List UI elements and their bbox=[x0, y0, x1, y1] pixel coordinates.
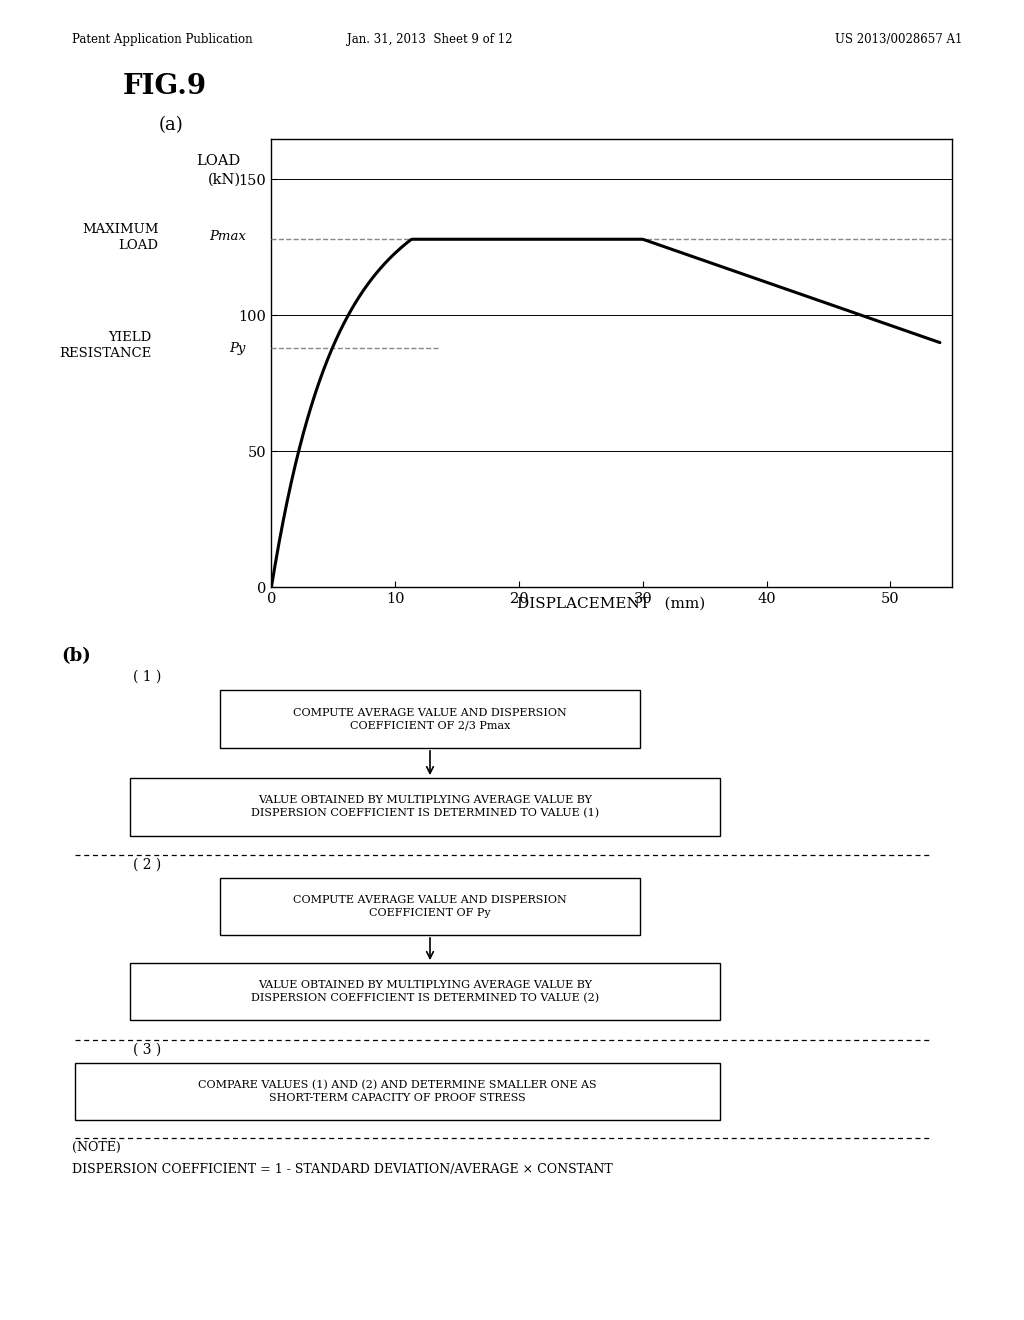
Text: MAXIMUM
LOAD: MAXIMUM LOAD bbox=[82, 223, 159, 252]
Text: (kN): (kN) bbox=[208, 173, 241, 187]
Text: YIELD
RESISTANCE: YIELD RESISTANCE bbox=[59, 331, 152, 360]
Text: (a): (a) bbox=[159, 116, 183, 135]
Text: Jan. 31, 2013  Sheet 9 of 12: Jan. 31, 2013 Sheet 9 of 12 bbox=[347, 33, 513, 46]
Text: FIG.9: FIG.9 bbox=[123, 73, 207, 99]
Text: Pmax: Pmax bbox=[209, 230, 246, 243]
Text: US 2013/0028657 A1: US 2013/0028657 A1 bbox=[836, 33, 963, 46]
Text: (NOTE): (NOTE) bbox=[72, 1140, 121, 1154]
Text: DISPLACEMENT   (mm): DISPLACEMENT (mm) bbox=[517, 597, 706, 611]
Text: VALUE OBTAINED BY MULTIPLYING AVERAGE VALUE BY
DISPERSION COEFFICIENT IS DETERMI: VALUE OBTAINED BY MULTIPLYING AVERAGE VA… bbox=[251, 796, 599, 818]
Text: COMPUTE AVERAGE VALUE AND DISPERSION
COEFFICIENT OF Py: COMPUTE AVERAGE VALUE AND DISPERSION COE… bbox=[293, 895, 567, 917]
Text: ( 1 ): ( 1 ) bbox=[133, 671, 162, 684]
Text: Patent Application Publication: Patent Application Publication bbox=[72, 33, 252, 46]
Text: (b): (b) bbox=[61, 647, 91, 665]
Text: Py: Py bbox=[229, 342, 246, 355]
Text: LOAD: LOAD bbox=[197, 154, 241, 169]
Text: COMPARE VALUES (1) AND (2) AND DETERMINE SMALLER ONE AS
SHORT-TERM CAPACITY OF P: COMPARE VALUES (1) AND (2) AND DETERMINE… bbox=[199, 1080, 597, 1104]
Text: VALUE OBTAINED BY MULTIPLYING AVERAGE VALUE BY
DISPERSION COEFFICIENT IS DETERMI: VALUE OBTAINED BY MULTIPLYING AVERAGE VA… bbox=[251, 979, 599, 1003]
Text: COMPUTE AVERAGE VALUE AND DISPERSION
COEFFICIENT OF 2/3 Pmax: COMPUTE AVERAGE VALUE AND DISPERSION COE… bbox=[293, 708, 567, 730]
Text: ( 2 ): ( 2 ) bbox=[133, 858, 162, 873]
Text: ( 3 ): ( 3 ) bbox=[133, 1043, 162, 1057]
Text: DISPERSION COEFFICIENT = 1 - STANDARD DEVIATION/AVERAGE × CONSTANT: DISPERSION COEFFICIENT = 1 - STANDARD DE… bbox=[72, 1163, 612, 1176]
